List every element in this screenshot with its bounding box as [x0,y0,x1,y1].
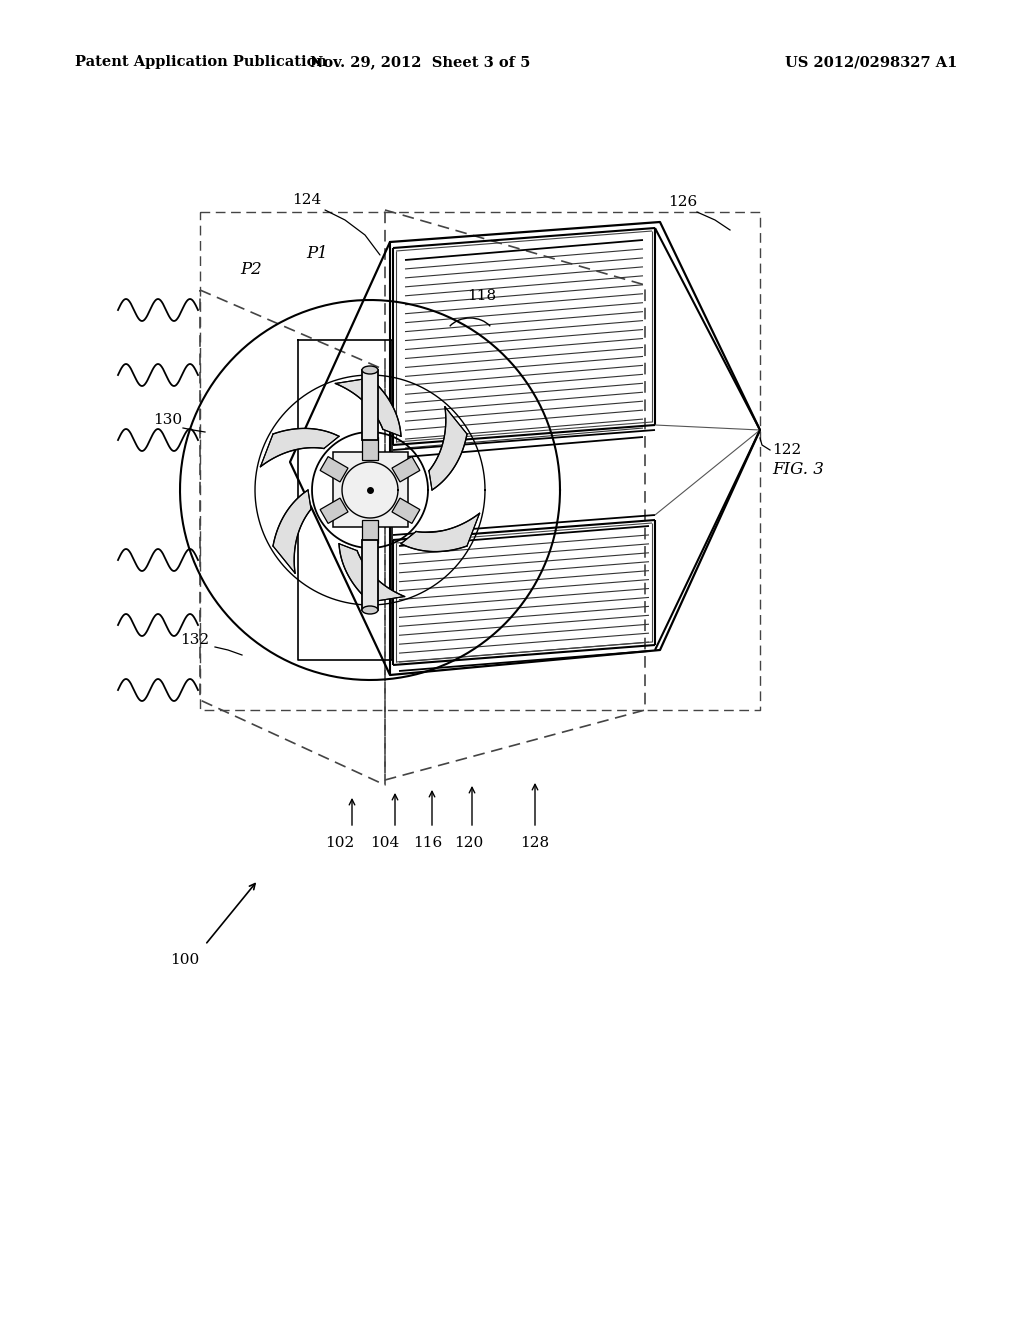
Polygon shape [362,437,378,459]
Ellipse shape [362,366,378,374]
Polygon shape [392,457,420,482]
Bar [362,540,378,610]
Text: 102: 102 [326,836,354,850]
Text: 132: 132 [180,634,209,647]
Text: US 2012/0298327 A1: US 2012/0298327 A1 [785,55,957,69]
Polygon shape [321,457,348,482]
Text: 122: 122 [772,444,801,457]
Polygon shape [362,520,378,543]
Polygon shape [429,407,467,490]
Polygon shape [273,490,311,573]
Text: 124: 124 [292,193,322,207]
Polygon shape [392,498,420,524]
Text: 120: 120 [455,836,483,850]
Bar [362,370,378,440]
Polygon shape [401,513,479,552]
Text: Patent Application Publication: Patent Application Publication [75,55,327,69]
Polygon shape [321,498,348,524]
Polygon shape [336,378,401,437]
Text: FIG. 3: FIG. 3 [772,462,824,479]
Text: P1: P1 [306,244,328,261]
Text: Nov. 29, 2012  Sheet 3 of 5: Nov. 29, 2012 Sheet 3 of 5 [310,55,530,69]
Text: 118: 118 [467,289,496,304]
Text: 130: 130 [153,413,182,426]
Bar [333,451,408,527]
Text: P2: P2 [240,261,262,279]
Text: 116: 116 [414,836,442,850]
Polygon shape [339,544,404,602]
Text: 128: 128 [520,836,550,850]
Text: 104: 104 [371,836,399,850]
Ellipse shape [362,606,378,614]
Text: 100: 100 [170,953,200,968]
Text: 126: 126 [668,195,697,209]
Polygon shape [260,429,339,467]
